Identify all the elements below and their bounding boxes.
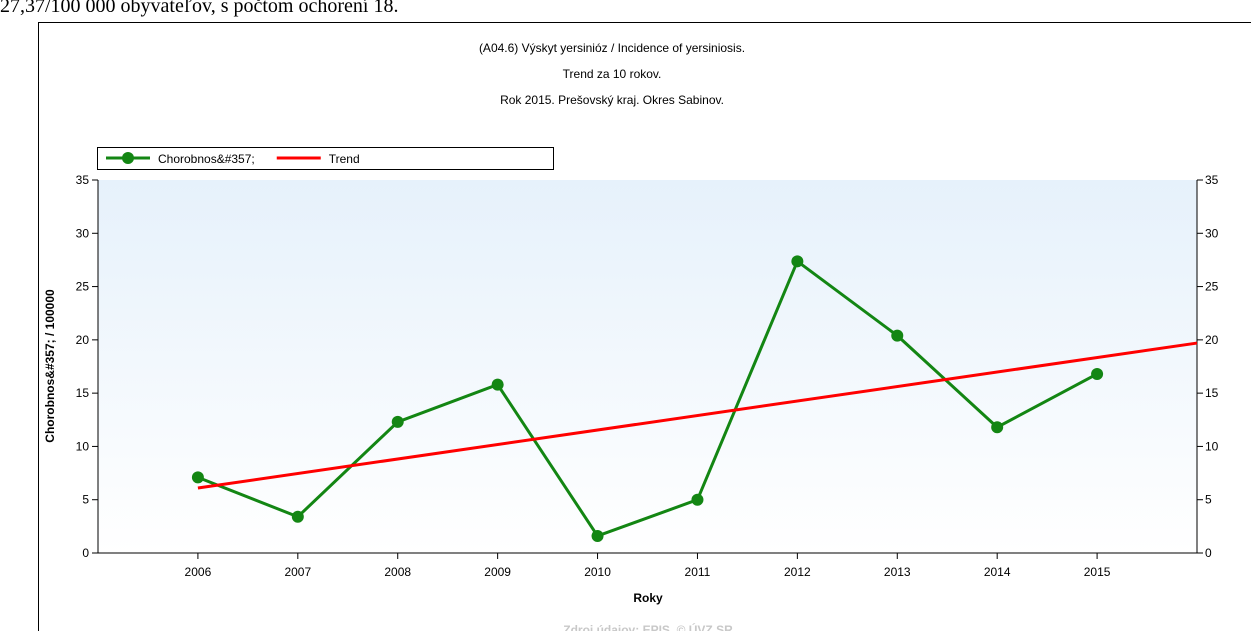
chart-title: Rok 2015. Prešovský kraj. Okres Sabinov. (500, 93, 724, 107)
x-tick-label: 2012 (784, 565, 811, 579)
data-line (197, 341, 1198, 490)
y2-tick-label: 35 (1205, 173, 1219, 187)
data-point (1091, 367, 1104, 380)
x-tick-label: 2011 (685, 565, 711, 579)
y2-tick-label: 5 (1205, 493, 1212, 507)
y2-tick-label: 30 (1205, 226, 1219, 240)
data-point (791, 255, 804, 268)
y2-tick-label: 10 (1205, 439, 1219, 453)
y2-tick-label: 20 (1205, 333, 1219, 347)
y-tick-label: 20 (76, 333, 90, 347)
chart-title: Trend za 10 rokov. (563, 67, 662, 81)
y-tick-label: 25 (76, 280, 90, 294)
chart-title: (A04.6) Výskyt yersinióz / Incidence of … (479, 41, 745, 55)
y-tick-label: 35 (76, 173, 90, 187)
data-line (197, 258, 1098, 538)
y-tick-label: 0 (82, 546, 89, 560)
legend-label: Chorobnos&#357; (158, 152, 255, 166)
data-point (991, 421, 1004, 434)
data-point (291, 510, 304, 523)
x-tick-label: 2014 (984, 565, 1011, 579)
x-tick-label: 2009 (484, 565, 511, 579)
data-point (591, 529, 604, 542)
y-tick-label: 5 (82, 493, 89, 507)
y-tick-label: 30 (76, 226, 90, 240)
y-tick-label: 15 (76, 386, 90, 400)
y-axis-label: Chorobnos&#357; / 100000 (43, 289, 57, 443)
x-axis-label: Roky (633, 591, 663, 605)
x-tick-label: 2013 (884, 565, 911, 579)
data-point (891, 329, 904, 342)
plot-area (98, 180, 1197, 553)
y2-tick-label: 15 (1205, 386, 1219, 400)
legend-marker (122, 152, 134, 164)
y-tick-label: 10 (76, 439, 90, 453)
x-tick-label: 2008 (384, 565, 411, 579)
header-text: 27,37/100 000 obyvateľov, s počtom ochor… (0, 0, 398, 17)
data-point (391, 415, 404, 428)
data-point (191, 471, 204, 484)
data-point (491, 378, 504, 391)
x-tick-label: 2006 (185, 565, 212, 579)
chart: (A04.6) Výskyt yersinióz / Incidence of … (43, 41, 1219, 631)
data-point (691, 493, 704, 506)
x-tick-label: 2007 (284, 565, 311, 579)
y2-tick-label: 25 (1205, 280, 1219, 294)
source-note: Zdroj údajov: EPIS, © ÚVZ SR (563, 622, 733, 631)
x-tick-label: 2015 (1084, 565, 1111, 579)
legend-label: Trend (329, 152, 360, 166)
y2-tick-label: 0 (1205, 546, 1212, 560)
legend (97, 147, 554, 170)
x-tick-label: 2010 (584, 565, 611, 579)
